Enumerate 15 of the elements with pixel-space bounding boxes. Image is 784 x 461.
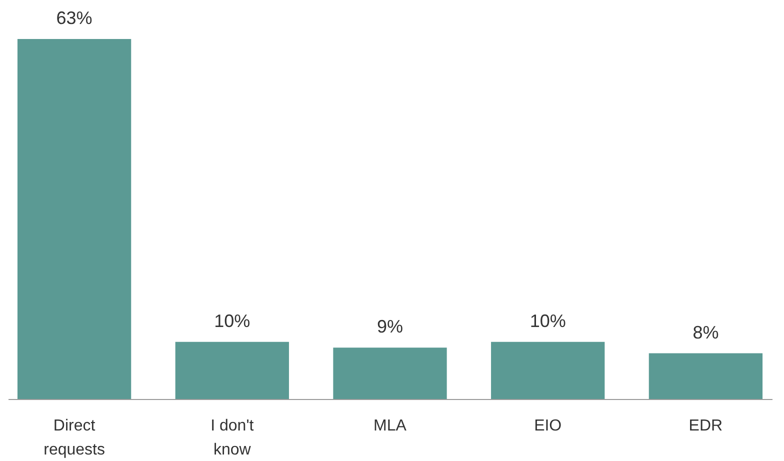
bar xyxy=(648,353,763,399)
data-label: 9% xyxy=(376,316,404,337)
x-tick-label: EIO xyxy=(534,418,562,434)
bar xyxy=(491,342,605,399)
x-tick-label: EDR xyxy=(688,418,723,434)
bar xyxy=(175,342,289,399)
bar xyxy=(333,348,447,399)
data-label: 8% xyxy=(692,322,719,342)
x-tick-label: Direct requests xyxy=(44,418,105,458)
data-label: 10% xyxy=(530,310,566,331)
x-tick-label: I don't know xyxy=(210,418,254,458)
data-label: 63% xyxy=(56,8,92,28)
x-tick-label: MLA xyxy=(374,418,407,434)
data-label: 10% xyxy=(214,310,250,331)
bar xyxy=(17,39,132,399)
